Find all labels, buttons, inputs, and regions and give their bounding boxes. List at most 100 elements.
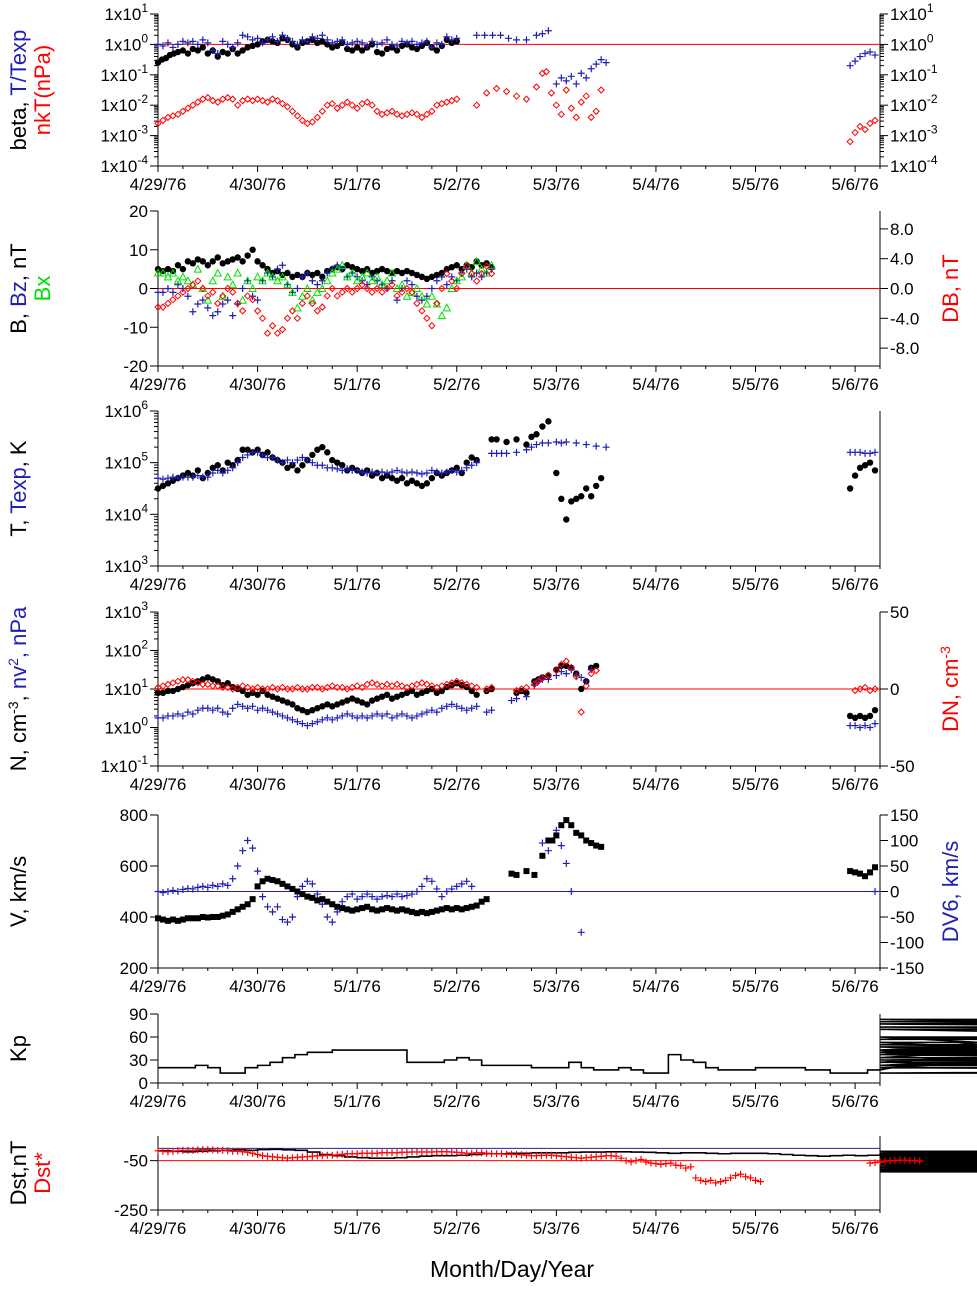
x-tick-label-T: 5/6/76 (831, 575, 878, 594)
point-T-0 (424, 480, 430, 486)
point-B-2 (234, 270, 241, 277)
point-T-0 (553, 470, 559, 476)
x-tick-label-Dst: 5/6/76 (831, 1219, 878, 1238)
point-B-0 (215, 254, 221, 260)
point-V-0 (872, 864, 878, 870)
y-tick-label-right-beta: 1x100 (890, 31, 934, 54)
point-beta-2 (419, 114, 425, 120)
point-B-1 (428, 285, 435, 292)
point-beta-2 (185, 105, 191, 111)
point-B-3 (260, 315, 266, 321)
y-axis-title-right-B: DB, nT (938, 254, 963, 322)
point-beta-1 (545, 27, 552, 34)
y-tick-label-right-beta: 1x10-1 (890, 62, 938, 85)
y-tick-label-N: 1x101 (104, 676, 148, 699)
point-N-0 (872, 707, 878, 713)
point-B-2 (423, 301, 430, 308)
point-B-2 (254, 273, 261, 280)
point-N-1 (872, 720, 879, 727)
point-N-2 (578, 709, 584, 715)
y-axis-title-B: B, Bz, nT (6, 243, 31, 334)
point-T-0 (872, 467, 878, 473)
y-tick-label-right-N: 0 (890, 680, 899, 699)
x-tick-label-N: 4/30/76 (229, 775, 286, 794)
point-V-1 (164, 888, 171, 895)
point-N-1 (583, 678, 590, 685)
point-T-0 (867, 459, 873, 465)
point-Dst-1 (717, 1178, 724, 1185)
point-T-1 (583, 441, 590, 448)
point-beta-1 (489, 32, 496, 39)
point-T-1 (403, 470, 410, 477)
y-tick-label-N: 1x103 (104, 599, 148, 622)
point-beta-2 (847, 139, 853, 145)
y-axis-title-part: nkT(nPa) (30, 45, 55, 135)
x-tick-label-N: 5/6/76 (831, 775, 878, 794)
y-axis-title-N: N, cm-3, nv2, nPa (5, 606, 31, 771)
y-tick-label-right-N: -50 (890, 757, 915, 776)
point-beta-2 (334, 105, 340, 111)
x-tick-label-T: 5/5/76 (732, 575, 779, 594)
point-T-0 (852, 472, 858, 478)
y-axis-title-part: V, km/s (6, 856, 31, 927)
point-T-0 (539, 423, 545, 429)
x-tick-label-beta: 5/2/76 (433, 175, 480, 194)
point-B-2 (438, 312, 445, 319)
y-tick-label-V: 800 (120, 806, 148, 825)
point-Dst-1 (633, 1157, 640, 1164)
point-V-1 (545, 847, 552, 854)
point-beta-2 (339, 102, 345, 108)
y-axis-title-T: T, Texp, K (6, 440, 31, 537)
point-B-2 (224, 273, 231, 280)
point-B-1 (389, 277, 396, 284)
point-beta-2 (374, 108, 380, 114)
point-beta-2 (319, 108, 325, 114)
x-tick-label-B: 5/6/76 (831, 375, 878, 394)
x-tick-label-beta: 5/5/76 (732, 175, 779, 194)
point-B-3 (230, 289, 236, 295)
point-V-1 (568, 888, 575, 895)
point-V-1 (244, 837, 251, 844)
x-tick-label-Kp: 4/30/76 (229, 1092, 286, 1111)
point-beta-1 (573, 80, 580, 87)
y-tick-label-right-beta: 1x10-4 (890, 153, 938, 176)
point-B-3 (240, 308, 246, 314)
point-N-0 (473, 692, 479, 698)
point-V-1 (329, 919, 336, 926)
point-V-0 (558, 822, 564, 828)
y-tick-label-beta: 1x10-4 (100, 153, 148, 176)
point-V-1 (269, 908, 276, 915)
point-V-1 (234, 863, 241, 870)
point-beta-1 (852, 58, 859, 65)
y-axis-title-part: N, cm (6, 714, 31, 771)
point-beta-2 (369, 102, 375, 108)
series-line-Kp-0 (158, 1019, 977, 1073)
x-axis-title: Month/Day/Year (430, 1256, 594, 1282)
y-axis-title-part: T, (6, 514, 31, 537)
point-beta-1 (349, 39, 356, 46)
x-tick-label-N: 4/29/76 (130, 775, 187, 794)
point-beta-2 (568, 105, 574, 111)
point-V-1 (324, 914, 331, 921)
y-tick-label-right-B: 8.0 (890, 220, 914, 239)
point-B-2 (214, 270, 221, 277)
point-B-1 (394, 297, 401, 304)
point-T-0 (429, 475, 435, 481)
point-T-1 (413, 470, 420, 477)
y-tick-label-V: 600 (120, 857, 148, 876)
x-tick-label-Kp: 5/6/76 (831, 1092, 878, 1111)
y-tick-label-B: -10 (123, 318, 148, 337)
point-beta-1 (553, 80, 560, 87)
point-T-1 (503, 450, 510, 457)
x-tick-label-Kp: 5/1/76 (334, 1092, 381, 1111)
point-T-0 (493, 436, 499, 442)
point-T-1 (539, 440, 546, 447)
point-T-0 (533, 431, 539, 437)
y-tick-label-beta: 1x10-2 (100, 92, 148, 115)
point-B-1 (159, 289, 166, 296)
point-Dst-1 (254, 1151, 261, 1158)
point-T-0 (309, 452, 315, 458)
x-tick-label-V: 5/4/76 (632, 977, 679, 996)
x-tick-label-T: 4/30/76 (229, 575, 286, 594)
